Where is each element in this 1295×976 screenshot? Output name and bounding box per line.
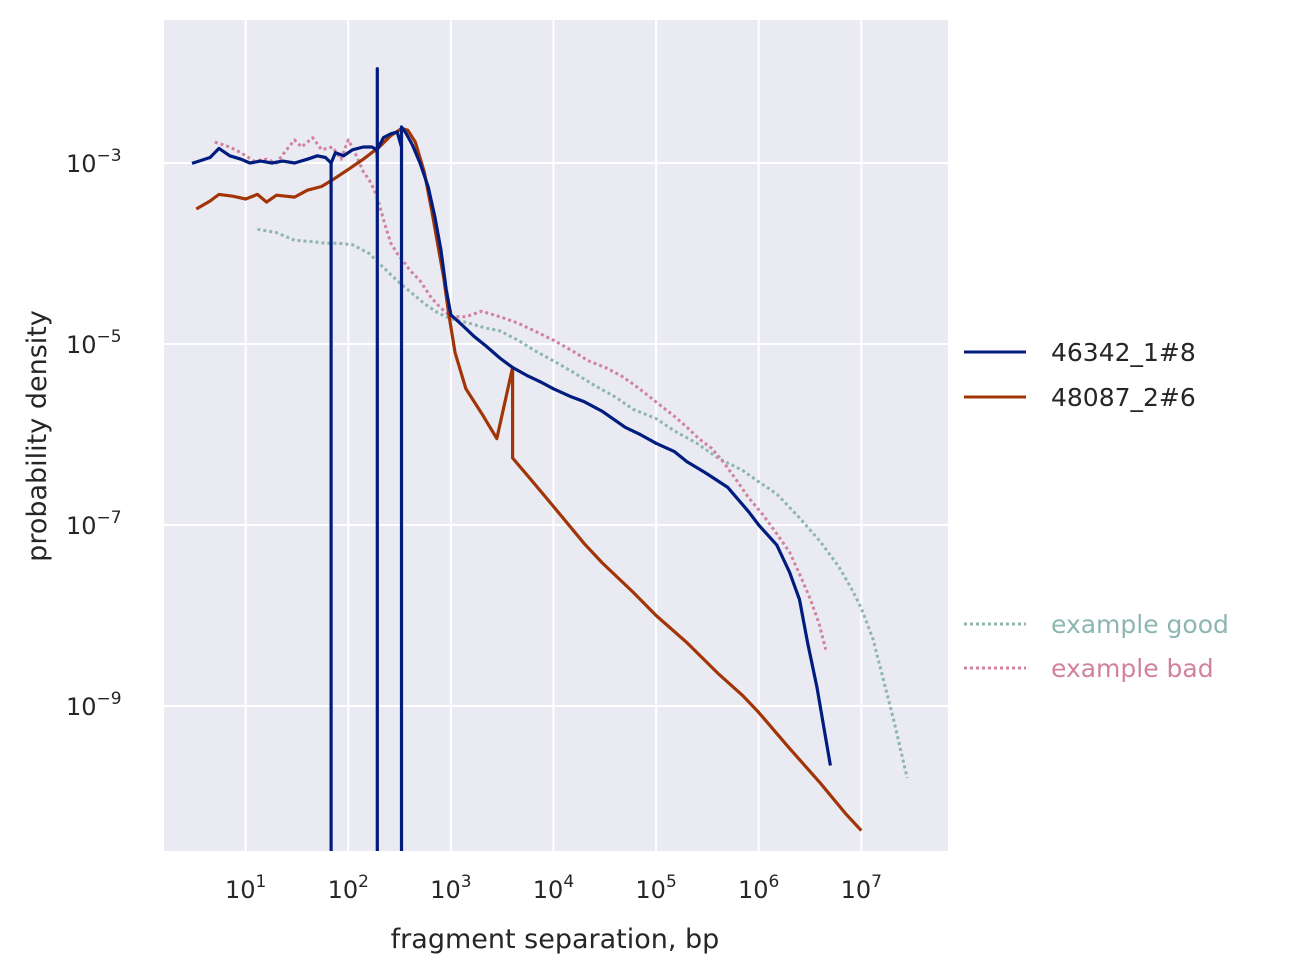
y-tick-labels: 10−3 10−5 10−7 10−9 (66, 146, 122, 721)
x-tick-label: 101 (225, 872, 266, 904)
x-tick-label: 105 (635, 872, 676, 904)
legend-label: example bad (1051, 654, 1214, 683)
x-tick-label: 104 (533, 872, 574, 904)
x-axis-label: fragment separation, bp (391, 924, 720, 955)
y-tick-label: 10−9 (66, 689, 122, 721)
legend-label: 46342_1#8 (1051, 338, 1196, 367)
x-tick-label: 103 (430, 872, 471, 904)
series-line-2 (257, 227, 909, 779)
x-tick-label: 107 (841, 872, 882, 904)
grid (164, 20, 948, 851)
y-tick-label: 10−7 (66, 508, 122, 540)
series-line-0 (191, 67, 832, 851)
x-tick-label: 106 (738, 872, 779, 904)
series-layer (191, 67, 909, 851)
legend-label: 48087_2#6 (1051, 383, 1196, 412)
y-tick-label: 10−3 (66, 146, 122, 178)
x-tick-labels: 101 102 103 104 105 106 107 (225, 872, 882, 904)
y-axis-label: probability density (22, 310, 53, 562)
x-tick-label: 102 (328, 872, 369, 904)
y-tick-label: 10−5 (66, 327, 122, 359)
legend-label: example good (1051, 610, 1229, 639)
plot-background (164, 20, 948, 851)
series-line-1 (195, 127, 863, 832)
